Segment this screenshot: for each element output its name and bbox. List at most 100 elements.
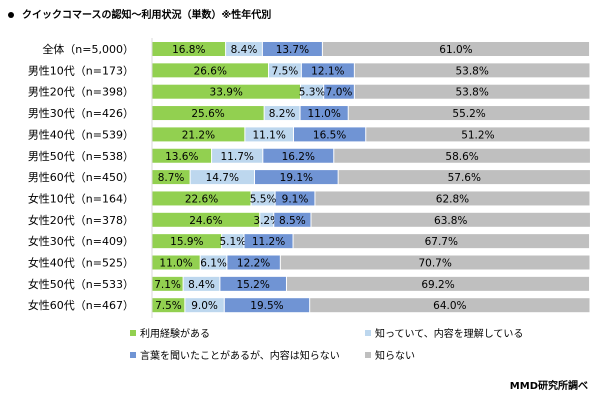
bar-segment: [152, 84, 300, 99]
legend-item-0: 利用経験がある: [130, 325, 210, 340]
data-label: 11.1%: [252, 129, 285, 141]
legend-item-2: 言葉を聞いたことがあるが、内容は知らない: [130, 347, 340, 362]
legend-label: 知っていて、内容を理解している: [375, 329, 524, 340]
bullet-icon: [8, 12, 14, 18]
data-label: 8.5%: [279, 215, 306, 227]
bar-segment: [275, 191, 315, 206]
bar-segment: [222, 234, 244, 249]
bar-segment: [286, 276, 590, 291]
category-label: 全体（n=5,000）: [42, 42, 134, 56]
legend-swatch: [130, 351, 136, 358]
legend-item-1: 知っていて、内容を理解している: [365, 325, 523, 340]
data-label: 12.1%: [311, 65, 344, 77]
data-label: 12.2%: [237, 258, 270, 270]
bar-segment: [152, 42, 226, 56]
bar-segment: [152, 191, 251, 206]
data-label: 7.0%: [326, 87, 353, 99]
bar-segment: [310, 298, 590, 313]
data-label: 8.4%: [231, 44, 258, 56]
data-label: 13.6%: [165, 151, 198, 163]
bar-segment: [244, 234, 293, 249]
legend-item-3: 知らない: [365, 347, 415, 362]
bar-segment: [152, 212, 260, 227]
source-note: MMD研究所調べ: [509, 381, 588, 392]
data-label: 16.8%: [172, 44, 205, 56]
bar-segment: [269, 63, 301, 78]
bar-segment: [226, 42, 262, 56]
data-label: 25.6%: [191, 108, 224, 120]
data-label: 19.5%: [250, 300, 283, 312]
data-label: 33.9%: [210, 87, 243, 99]
data-label: 22.6%: [185, 193, 218, 205]
data-label: 51.2%: [461, 129, 494, 141]
bar-segment: [366, 127, 590, 142]
bar-segment: [152, 106, 264, 121]
bar-segment: [200, 255, 227, 270]
bar-segment: [183, 276, 220, 291]
data-label: 5.3%: [299, 87, 326, 99]
category-label: 女性30代（n=409）: [28, 234, 134, 248]
data-label: 26.6%: [194, 65, 227, 77]
data-label: 70.7%: [418, 258, 451, 270]
data-label: 55.2%: [452, 108, 485, 120]
data-label: 11.0%: [307, 108, 340, 120]
category-label: 女性10代（n=164）: [28, 191, 134, 205]
bar-segment: [293, 234, 590, 249]
bar-segment: [224, 298, 310, 313]
data-label: 57.6%: [448, 172, 481, 184]
bar-segment: [254, 170, 338, 185]
data-label: 67.7%: [425, 236, 458, 248]
data-label: 7.5%: [272, 65, 299, 77]
data-label: 63.8%: [434, 215, 467, 227]
bar-segment: [293, 127, 366, 142]
data-label: 5.1%: [219, 236, 246, 248]
bar-segment: [152, 234, 222, 249]
bar-segment: [354, 84, 590, 99]
category-label: 女性40代（n=525）: [28, 256, 134, 270]
data-label: 6.1%: [200, 258, 227, 270]
category-label: 男性40代（n=539）: [28, 127, 134, 141]
bar-segment: [300, 106, 348, 121]
data-label: 53.8%: [455, 87, 488, 99]
bar-segment: [152, 127, 245, 142]
category-label: 男性60代（n=450）: [28, 170, 134, 184]
bar-segment: [274, 212, 311, 227]
data-label: 61.0%: [439, 44, 472, 56]
bar-segment: [251, 191, 275, 206]
bar-segment: [300, 84, 324, 99]
data-label: 69.2%: [421, 279, 454, 291]
legend-swatch: [365, 351, 371, 358]
bar-segment: [185, 298, 224, 313]
data-label: 53.8%: [455, 65, 488, 77]
category-label: 男性10代（n=173）: [28, 63, 134, 77]
data-label: 64.0%: [433, 300, 466, 312]
data-label: 11.7%: [221, 151, 254, 163]
data-label: 7.1%: [154, 279, 181, 291]
bar-segment: [152, 170, 190, 185]
data-label: 11.2%: [252, 236, 285, 248]
data-label: 58.6%: [445, 151, 478, 163]
data-label: 62.8%: [436, 193, 469, 205]
category-label: 女性60代（n=467）: [28, 298, 134, 312]
bar-segment: [334, 148, 590, 163]
data-label: 19.1%: [280, 172, 313, 184]
bar-segment: [322, 42, 590, 56]
bar-segment: [315, 191, 590, 206]
legend-swatch: [130, 329, 136, 336]
data-label: 7.5%: [155, 300, 182, 312]
bar-segment: [152, 298, 185, 313]
data-label: 16.5%: [313, 129, 346, 141]
legend-label: 利用経験がある: [140, 329, 210, 340]
bar-segment: [227, 255, 280, 270]
data-label: 21.2%: [182, 129, 215, 141]
bar-segment: [190, 170, 254, 185]
bar-segment: [220, 276, 286, 291]
data-label: 11.0%: [159, 258, 192, 270]
data-label: 15.9%: [170, 236, 203, 248]
legend-swatch: [365, 329, 371, 336]
data-label: 8.2%: [269, 108, 296, 120]
bar-segment: [152, 148, 212, 163]
data-label: 5.5%: [250, 193, 277, 205]
chart-title: クイックコマースの認知～利用状況（単数）※性年代別: [8, 6, 271, 21]
